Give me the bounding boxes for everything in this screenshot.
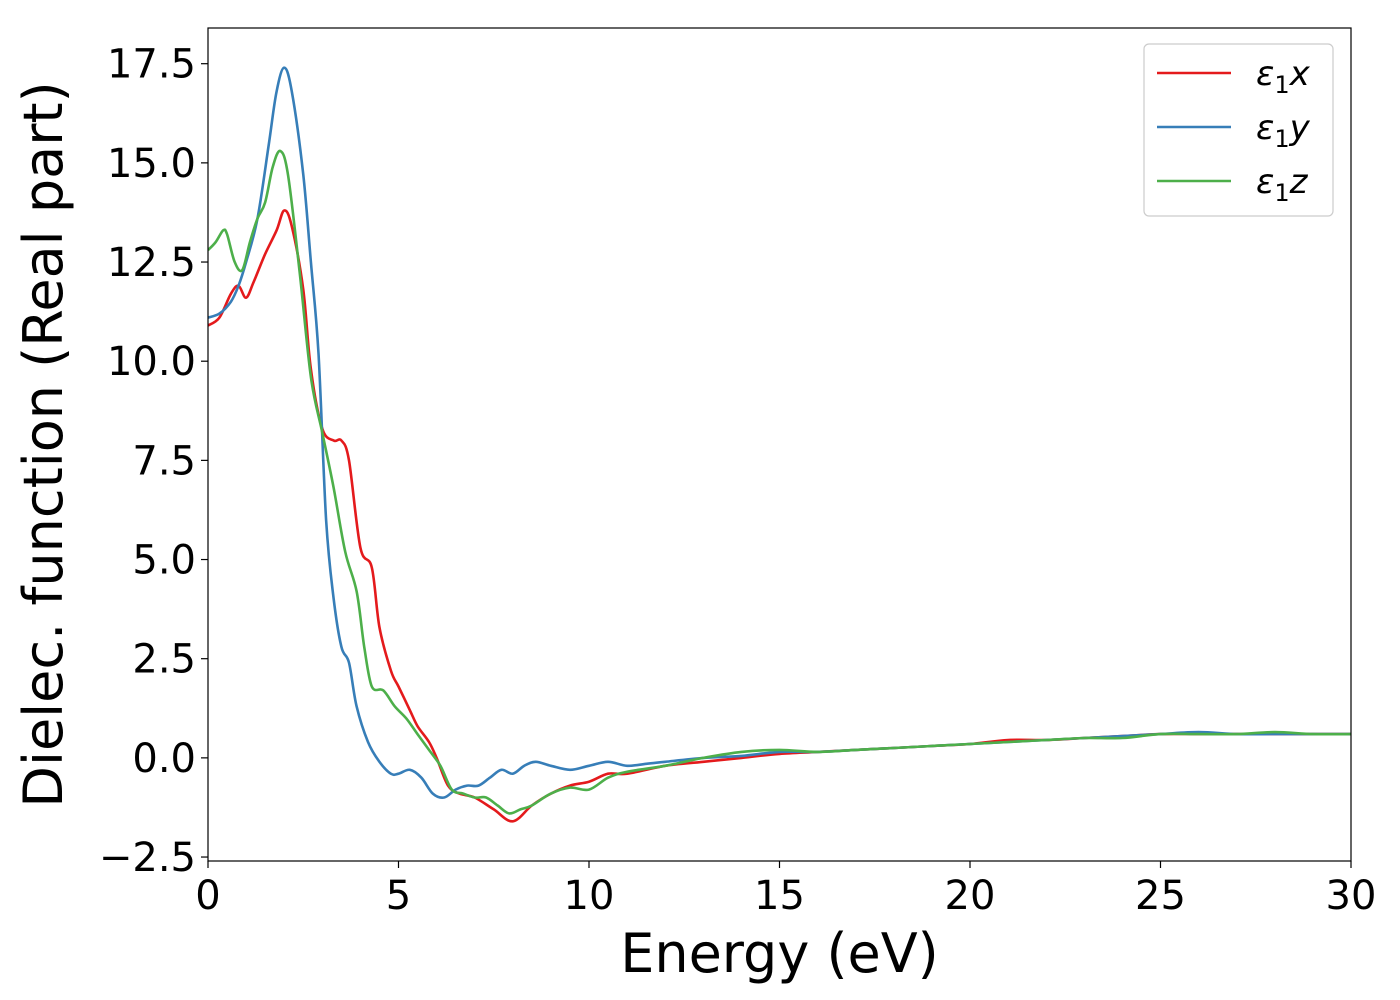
series-line-z [208, 149, 1351, 815]
y-tick-label: 5.0 [132, 538, 196, 584]
x-axis: 0 5 10 15 20 25 30 [195, 861, 1376, 919]
legend-subscript: 1 [1274, 179, 1289, 207]
x-tick-label: 15 [754, 873, 805, 919]
series-layer [208, 66, 1351, 823]
legend-component: y [1289, 108, 1311, 148]
legend-symbol: ε [1256, 108, 1274, 148]
y-tick-label: 7.5 [132, 438, 196, 484]
y-axis: −2.5 0.0 2.5 5.0 7.5 10.0 12.5 15.0 17.5 [99, 42, 208, 881]
legend-component: x [1289, 54, 1311, 94]
legend-entry-z: ε1z [1256, 162, 1309, 207]
x-tick-label: 25 [1135, 873, 1186, 919]
legend-subscript: 1 [1274, 71, 1289, 99]
y-tick-label: 0.0 [132, 736, 196, 782]
x-tick-label: 20 [945, 873, 996, 919]
legend-frame [1143, 43, 1334, 217]
legend-symbol: ε [1256, 54, 1274, 94]
legend-symbol: ε [1256, 162, 1274, 202]
y-tick-label: 15.0 [107, 141, 196, 187]
x-axis-label: Energy (eV) [620, 922, 939, 985]
y-axis-label: Dielec. function (Real part) [12, 81, 75, 807]
y-tick-label: 12.5 [107, 240, 196, 286]
y-tick-label: 17.5 [107, 42, 196, 88]
legend-component: z [1289, 162, 1309, 202]
y-tick-label: 2.5 [132, 637, 196, 683]
x-tick-label: 30 [1326, 873, 1377, 919]
x-tick-label: 0 [195, 873, 220, 919]
legend-entry-y: ε1y [1256, 108, 1311, 153]
legend-subscript: 1 [1274, 125, 1289, 153]
x-tick-label: 10 [564, 873, 615, 919]
y-tick-label: −2.5 [99, 835, 196, 881]
x-tick-label: 5 [386, 873, 411, 919]
legend-entry-x: ε1x [1256, 54, 1311, 99]
y-tick-label: 10.0 [107, 339, 196, 385]
